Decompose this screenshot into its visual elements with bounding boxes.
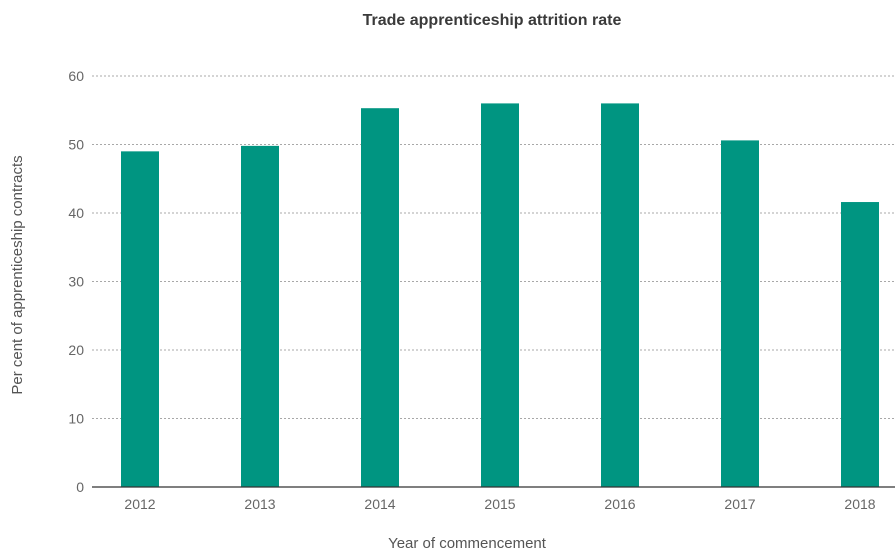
bar-series bbox=[121, 103, 879, 488]
x-tick-label: 2017 bbox=[724, 496, 755, 512]
y-tick-label: 10 bbox=[68, 411, 84, 427]
bar-2017 bbox=[721, 140, 759, 487]
y-tick-label: 0 bbox=[76, 479, 84, 495]
y-tick-label: 20 bbox=[68, 342, 84, 358]
x-tick-label: 2013 bbox=[244, 496, 275, 512]
y-tick-label: 40 bbox=[68, 205, 84, 221]
bar-2013 bbox=[241, 145, 279, 487]
bar-2016 bbox=[601, 103, 639, 488]
x-axis-label: Year of commencement bbox=[388, 535, 547, 552]
x-tick-label: 2014 bbox=[364, 496, 395, 512]
bar-2018 bbox=[841, 202, 879, 488]
y-axis-label: Per cent of apprenticeship contracts bbox=[9, 155, 26, 394]
y-tick-labels: 0 10 20 30 40 50 60 bbox=[68, 68, 84, 495]
chart-title: Trade apprenticeship attrition rate bbox=[363, 12, 622, 29]
y-tick-label: 50 bbox=[68, 137, 84, 153]
bar-2014 bbox=[361, 108, 399, 487]
y-tick-label: 30 bbox=[68, 274, 84, 290]
x-tick-label: 2018 bbox=[844, 496, 875, 512]
x-tick-label: 2012 bbox=[124, 496, 155, 512]
x-tick-labels: 2012 2013 2014 2015 2016 2017 2018 bbox=[124, 496, 875, 512]
bar-2012 bbox=[121, 151, 159, 487]
bar-2015 bbox=[481, 103, 519, 488]
x-tick-label: 2016 bbox=[604, 496, 635, 512]
x-tick-label: 2015 bbox=[484, 496, 515, 512]
y-tick-label: 60 bbox=[68, 68, 84, 84]
